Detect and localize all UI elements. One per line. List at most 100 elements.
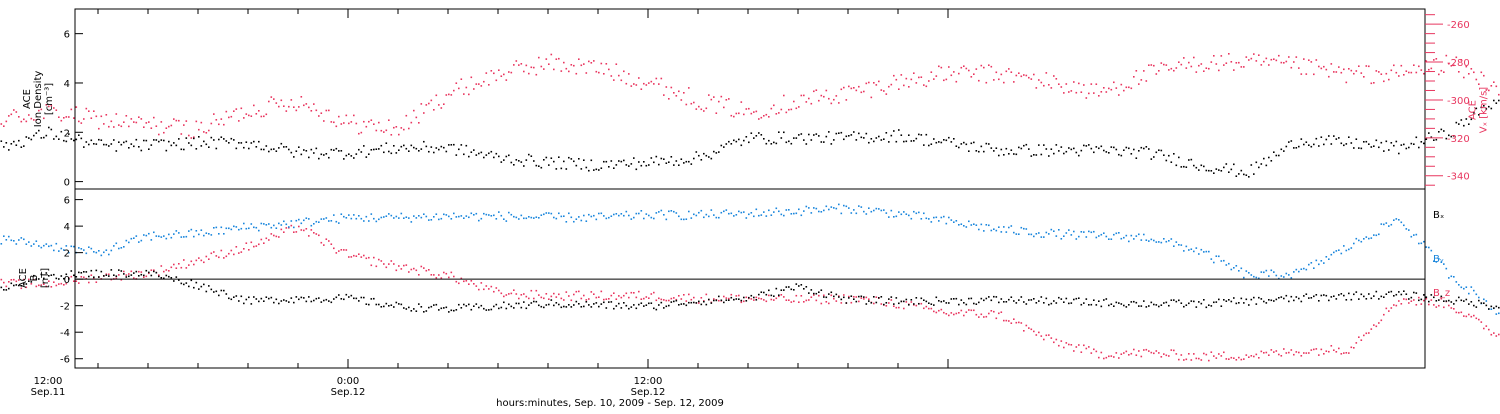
by-point-584 <box>1208 251 1210 253</box>
density-point-578 <box>1193 165 1195 167</box>
bz-point-591 <box>1226 358 1228 360</box>
bz-point-318 <box>543 298 545 300</box>
vx-point-422 <box>803 95 805 97</box>
density-point-447 <box>866 133 868 135</box>
density-point-457 <box>891 135 893 137</box>
vx-point-617 <box>1291 67 1293 69</box>
bz-point-424 <box>808 299 810 301</box>
bz-point-629 <box>1321 349 1323 351</box>
vx-point-692 <box>1478 83 1480 85</box>
by-point-558 <box>1143 234 1145 236</box>
density-point-577 <box>1191 159 1193 161</box>
by-point-451 <box>876 208 878 210</box>
vx-point-275 <box>436 95 438 97</box>
bz-point-205 <box>261 239 263 241</box>
by-point-382 <box>703 217 705 219</box>
density-point-410 <box>773 142 775 144</box>
by-point-664 <box>1408 229 1410 231</box>
density-point-654 <box>1383 150 1385 152</box>
density-point-120 <box>48 127 50 129</box>
vx-point-470 <box>923 84 925 86</box>
density-point-126 <box>63 140 65 142</box>
by-point-307 <box>516 217 518 219</box>
by-point-422 <box>803 210 805 212</box>
vx-point-243 <box>356 123 358 125</box>
bx-point-136 <box>88 276 90 278</box>
vx-point-304 <box>508 71 510 73</box>
vx-point-139 <box>96 116 98 118</box>
vx-point-441 <box>851 88 853 90</box>
bz-point-479 <box>946 313 948 315</box>
vx-point-323 <box>556 58 558 60</box>
vx-point-152 <box>128 126 130 128</box>
density-point-369 <box>671 156 673 158</box>
by-point-605 <box>1261 271 1263 273</box>
bz-point-680 <box>1448 305 1450 307</box>
vx-point-240 <box>348 123 350 125</box>
bz-point-611 <box>1276 350 1278 352</box>
bz-point-309 <box>521 294 523 296</box>
bz-point-568 <box>1168 355 1170 357</box>
by-point-378 <box>693 214 695 216</box>
by-point-493 <box>981 224 983 226</box>
bz-point-274 <box>433 274 435 276</box>
bx-point-176 <box>188 286 190 288</box>
density-point-401 <box>751 132 753 134</box>
density-point-113 <box>31 139 33 141</box>
density-point-569 <box>1171 161 1173 163</box>
density-point-428 <box>818 135 820 137</box>
bz-point-573 <box>1181 354 1183 356</box>
by-point-542 <box>1103 232 1105 234</box>
bz-point-429 <box>821 303 823 305</box>
vx-point-376 <box>688 87 690 89</box>
by-point-574 <box>1183 250 1185 252</box>
vx-point-605 <box>1261 64 1263 66</box>
bz-point-595 <box>1236 359 1238 361</box>
bz-point-656 <box>1388 310 1390 312</box>
vx-point-312 <box>528 73 530 75</box>
bz-point-654 <box>1383 314 1385 316</box>
by-point-497 <box>991 230 993 232</box>
by-point-668 <box>1418 243 1420 245</box>
by-point-482 <box>953 221 955 223</box>
vx-point-626 <box>1313 74 1315 76</box>
bz-point-188 <box>218 257 220 259</box>
bz-point-236 <box>338 250 340 252</box>
vx-point-383 <box>706 108 708 110</box>
vx-point-679 <box>1446 55 1448 57</box>
vx-point-568 <box>1168 69 1170 71</box>
density-point-493 <box>981 146 983 148</box>
bz-point-477 <box>941 309 943 311</box>
by-point-684 <box>1458 284 1460 286</box>
bz-point-202 <box>253 246 255 248</box>
vx-point-404 <box>758 118 760 120</box>
density-point-505 <box>1011 149 1013 151</box>
bz-point-544 <box>1108 356 1110 358</box>
bz-point-197 <box>241 251 243 253</box>
bz-point-535 <box>1086 348 1088 350</box>
bx-point-138 <box>93 276 95 278</box>
by-point-555 <box>1136 235 1138 237</box>
bz-point-330 <box>573 294 575 296</box>
vx-point-400 <box>748 108 750 110</box>
bx-point-178 <box>193 287 195 289</box>
bz-point-486 <box>963 315 965 317</box>
vx-point-444 <box>858 86 860 88</box>
density-point-608 <box>1268 157 1270 159</box>
bz-point-541 <box>1101 352 1103 354</box>
density-point-197 <box>241 142 243 144</box>
density-point-185 <box>211 137 213 139</box>
bz-point-687 <box>1466 316 1468 318</box>
vx-point-377 <box>691 103 693 105</box>
density-point-492 <box>978 151 980 153</box>
bz-point-638 <box>1343 352 1345 354</box>
by-point-242 <box>353 214 355 216</box>
by-point-638 <box>1343 245 1345 247</box>
by-point-468 <box>918 212 920 214</box>
bz-point-530 <box>1073 350 1075 352</box>
bz-point-618 <box>1293 354 1295 356</box>
vx-point-382 <box>703 110 705 112</box>
vx-point-519 <box>1046 72 1048 74</box>
density-point-581 <box>1201 165 1203 167</box>
by-point-305 <box>511 214 513 216</box>
